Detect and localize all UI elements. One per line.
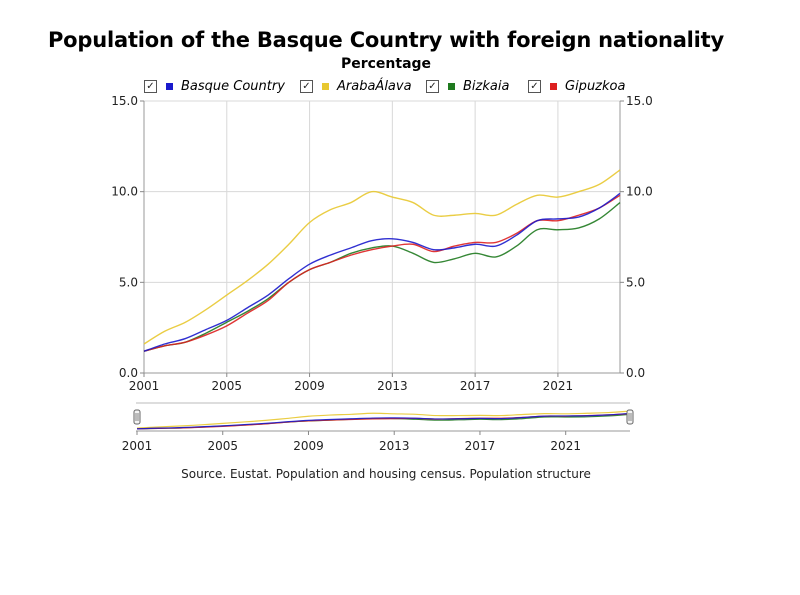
series-line-araba-lava bbox=[143, 169, 621, 345]
x-tick-label: 2013 bbox=[377, 379, 408, 393]
y-tick-label: 0.0 bbox=[119, 366, 138, 380]
x-tick-label: 2017 bbox=[460, 379, 491, 393]
y-axis-left: 0.0 5.0 10.0 15.0 bbox=[111, 94, 144, 380]
navigator-x-tick-label: 2001 bbox=[122, 439, 153, 453]
navigator-x-tick-label: 2013 bbox=[379, 439, 410, 453]
grid bbox=[143, 100, 620, 374]
chart-subtitle: Percentage bbox=[340, 56, 432, 72]
navigator-handle-right[interactable] bbox=[626, 409, 634, 425]
checkbox-icon[interactable]: ✓ bbox=[426, 79, 439, 93]
navigator-handle-left[interactable] bbox=[133, 409, 141, 425]
legend-swatch-basque-country bbox=[166, 82, 173, 90]
range-navigator[interactable]: 2001 2005 2009 2013 2017 2021 bbox=[122, 402, 634, 453]
source-note: Source. Eustat. Population and housing c… bbox=[181, 467, 591, 481]
y-tick-label: 15.0 bbox=[626, 94, 653, 108]
chart-title: Population of the Basque Country with fo… bbox=[47, 28, 725, 52]
checkbox-icon[interactable]: ✓ bbox=[528, 79, 541, 93]
navigator-x-tick-label: 2009 bbox=[293, 439, 324, 453]
x-tick-label: 2021 bbox=[543, 379, 574, 393]
navigator-line-basque-country bbox=[136, 412, 631, 430]
x-tick-label: 2009 bbox=[294, 379, 325, 393]
navigator-x-tick-label: 2017 bbox=[465, 439, 496, 453]
legend-swatch-bizkaia bbox=[448, 82, 455, 90]
legend-label: ArabaÁlava bbox=[337, 78, 412, 94]
x-tick-label: 2005 bbox=[212, 379, 243, 393]
legend-swatch-araba-alava bbox=[322, 82, 329, 90]
legend-label: Basque Country bbox=[181, 78, 285, 94]
navigator-x-tick-label: 2005 bbox=[207, 439, 238, 453]
plot-frame bbox=[143, 101, 621, 374]
checkbox-icon[interactable]: ✓ bbox=[300, 79, 313, 93]
y-tick-label: 5.0 bbox=[119, 275, 138, 289]
legend-swatch-gipuzkoa bbox=[550, 82, 557, 90]
y-tick-label: 15.0 bbox=[111, 94, 138, 108]
x-tick-label: 2001 bbox=[129, 379, 160, 393]
line-chart: 0.05.010.015.0 0.05.010.015.0 2001 2005 20… bbox=[111, 94, 653, 453]
y-tick-label: 10.0 bbox=[111, 185, 138, 199]
y-axis-right: 0.0 5.0 10.0 15.0 bbox=[620, 94, 653, 380]
y-tick-label: 10.0 bbox=[626, 185, 653, 199]
series-line-basque-country bbox=[143, 192, 621, 352]
y-tick-label: 0.0 bbox=[626, 366, 645, 380]
legend: ✓ Basque Country ✓ ArabaÁlava ✓ Bizkaia … bbox=[140, 77, 640, 95]
checkbox-icon[interactable]: ✓ bbox=[144, 79, 157, 93]
series-lines bbox=[143, 169, 621, 352]
legend-label: Bizkaia bbox=[463, 78, 510, 94]
legend-item-gipuzkoa[interactable]: ✓ Gipuzkoa bbox=[528, 77, 625, 95]
navigator-line-araba-lava bbox=[136, 410, 631, 429]
legend-item-araba-alava[interactable]: ✓ ArabaÁlava bbox=[300, 77, 412, 95]
y-tick-label: 5.0 bbox=[626, 275, 645, 289]
legend-item-basque-country[interactable]: ✓ Basque Country bbox=[144, 77, 285, 95]
x-axis: 2001 2005 2009 2013 2017 2021 bbox=[129, 373, 573, 393]
navigator-x-tick-label: 2021 bbox=[550, 439, 581, 453]
series-line-bizkaia bbox=[143, 202, 621, 352]
legend-item-bizkaia[interactable]: ✓ Bizkaia bbox=[426, 77, 509, 95]
legend-label: Gipuzkoa bbox=[565, 78, 626, 94]
